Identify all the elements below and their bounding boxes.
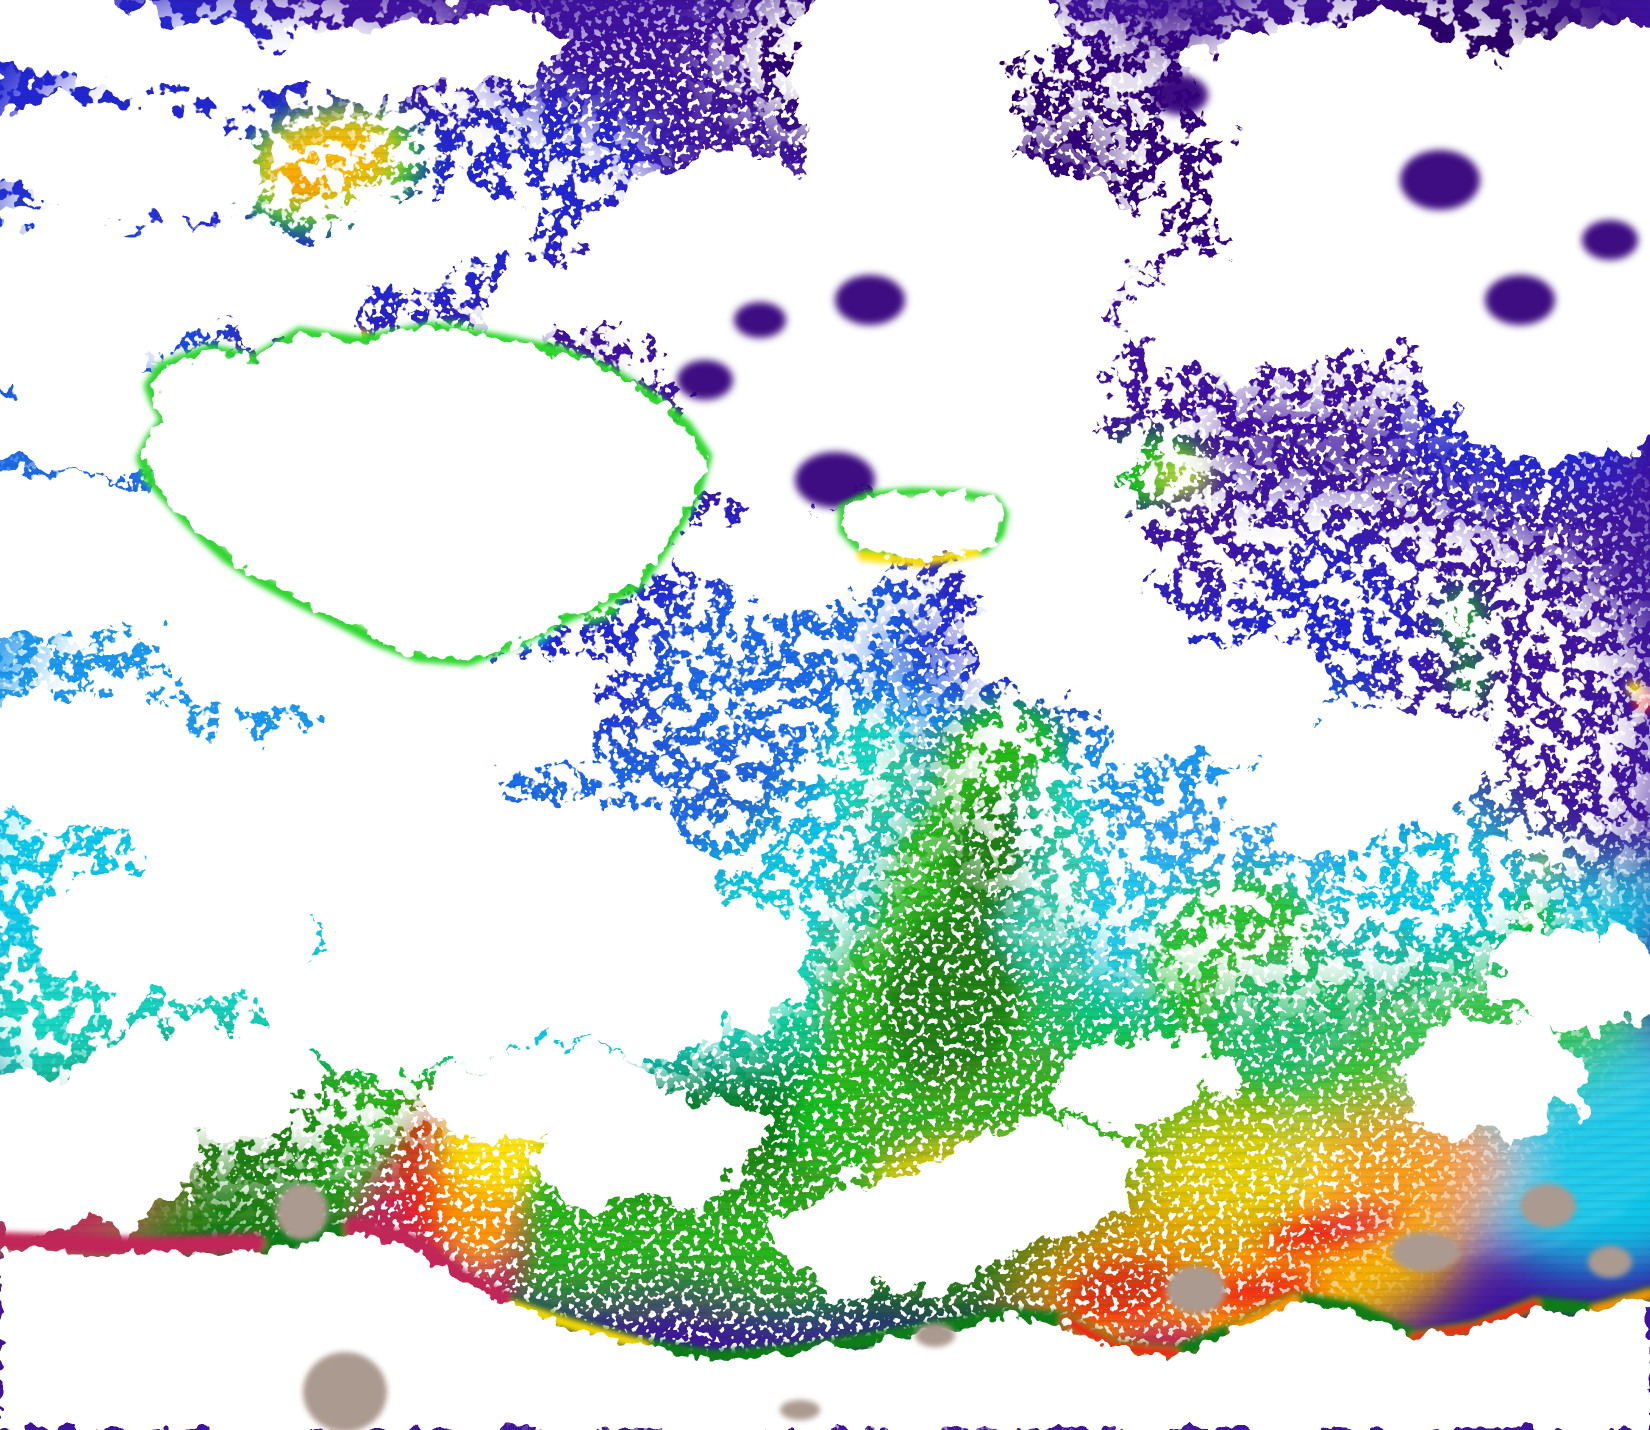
sediment-patch <box>1520 1184 1576 1228</box>
landmass-layer <box>0 106 1650 1430</box>
sediment-patch <box>1166 1266 1226 1314</box>
yellow-coast-segment <box>511 1302 649 1350</box>
island-landmass <box>1539 490 1551 506</box>
puerto-rico-landmass <box>843 492 1004 558</box>
cloud-gap <box>1400 150 1480 210</box>
island-landmass <box>1453 599 1471 631</box>
sediment-patch <box>303 1352 387 1430</box>
island-landmass <box>1510 947 1522 965</box>
cloud-gap <box>734 302 786 338</box>
cloud-gap <box>835 275 905 325</box>
orange-coast-segment <box>1230 1295 1300 1335</box>
sediment-patch <box>780 1400 820 1420</box>
red-coast-segment <box>1410 1299 1540 1343</box>
cloud-speckle-zone <box>800 820 1300 1180</box>
sediment-patch <box>915 1323 955 1347</box>
cloud-gap <box>1152 75 1208 115</box>
south-america-landmass <box>0 1232 1650 1430</box>
sediment-patch <box>1391 1232 1459 1272</box>
cloud-gap <box>1582 220 1638 260</box>
island-landmass <box>196 318 244 334</box>
island-landmass <box>1565 854 1575 866</box>
island-landmass <box>1525 904 1541 932</box>
island-landmass <box>1546 106 1574 124</box>
red-coast-segment <box>1060 1315 1180 1359</box>
cloud-gap <box>795 452 875 508</box>
island-landmass <box>1463 664 1477 688</box>
hispaniola-landmass <box>142 328 706 660</box>
cloud-gap <box>677 360 733 400</box>
island-landmass <box>170 438 236 472</box>
maroon-coast-segment <box>344 1217 511 1311</box>
sediment-patch <box>276 1184 328 1240</box>
maroon-coast-segment <box>0 1232 265 1257</box>
orange-coast-segment <box>1591 1290 1650 1314</box>
island-landmass <box>1548 533 1558 547</box>
cloud-gap <box>1485 275 1555 325</box>
sediment-patch <box>1588 1246 1632 1278</box>
sediment-layer <box>276 1184 1632 1430</box>
